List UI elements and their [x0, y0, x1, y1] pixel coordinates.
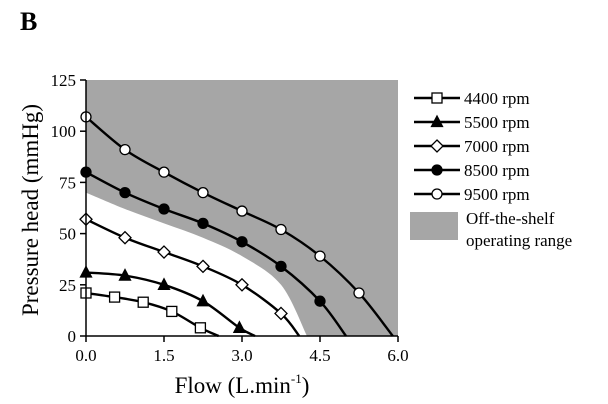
data-point — [235, 277, 249, 292]
legend-item-shaded: Off-the-shelf operating range — [410, 209, 572, 250]
data-point — [157, 277, 171, 290]
x-tick-label: 1.5 — [153, 346, 174, 365]
data-point — [236, 205, 248, 217]
data-point — [232, 320, 246, 333]
legend-marker — [431, 188, 443, 200]
data-point — [314, 250, 326, 262]
series-8500-rpm — [80, 166, 347, 337]
data-point — [197, 217, 209, 230]
legend: 4400 rpm 5500 rpm 7000 rpm 8500 rpm 9500 rpm… — [410, 89, 572, 250]
series-4400-rpm — [80, 287, 220, 338]
data-point — [137, 296, 149, 308]
x-tick-label: 4.5 — [309, 346, 330, 365]
x-axis-title: Flow (L.min-1) — [175, 371, 310, 398]
data-point — [196, 293, 210, 307]
data-point — [119, 186, 131, 199]
y-tick-label: 100 — [51, 122, 77, 141]
y-tick-label: 50 — [59, 225, 76, 244]
legend-label: operating range — [466, 231, 572, 250]
data-point — [353, 287, 365, 299]
data-point — [194, 322, 207, 334]
series-line — [85, 271, 256, 338]
series-5500-rpm — [79, 265, 256, 338]
y-tick-label: 125 — [51, 71, 77, 90]
legend-marker — [430, 114, 444, 128]
series-9500-rpm — [80, 111, 394, 337]
data-point — [108, 291, 121, 303]
data-point — [158, 203, 170, 215]
data-point — [118, 230, 132, 245]
y-ticks: 0 25 50 75 100 125 — [51, 71, 86, 346]
plot-area: 0.0 1.5 3.0 4.5 6.0 0 25 50 75 100 125 — [51, 71, 409, 365]
legend-label: 8500 rpm — [464, 161, 530, 180]
data-point — [196, 259, 210, 274]
data-point — [274, 306, 288, 321]
panel-label: B — [20, 7, 37, 36]
legend-label: 5500 rpm — [464, 113, 530, 132]
data-point — [236, 236, 248, 248]
y-tick-label: 0 — [68, 327, 77, 346]
data-point — [118, 268, 132, 281]
y-tick-label: 75 — [59, 173, 76, 192]
legend-item: 7000 rpm — [414, 137, 530, 156]
data-point — [275, 223, 287, 236]
data-point — [197, 186, 209, 199]
data-point — [166, 305, 178, 318]
x-tick-label: 6.0 — [387, 346, 408, 365]
legend-label: Off-the-shelf — [466, 209, 555, 228]
data-point — [157, 245, 171, 259]
legend-item: 9500 rpm — [414, 185, 530, 204]
data-point — [119, 143, 131, 156]
legend-item: 4400 rpm — [414, 89, 530, 108]
legend-marker — [431, 164, 443, 176]
y-tick-label: 25 — [59, 276, 76, 295]
data-point — [275, 260, 287, 273]
legend-marker — [430, 139, 444, 153]
legend-label: 4400 rpm — [464, 89, 530, 108]
legend-item: 8500 rpm — [414, 161, 530, 180]
data-point — [314, 295, 326, 307]
x-tick-label: 0.0 — [75, 346, 96, 365]
x-ticks: 0.0 1.5 3.0 4.5 6.0 — [75, 336, 409, 365]
legend-marker — [431, 92, 443, 104]
legend-label: 9500 rpm — [464, 185, 530, 204]
legend-item: 5500 rpm — [414, 113, 530, 132]
y-axis-title: Pressure head (mmHg) — [18, 104, 43, 316]
legend-label: 7000 rpm — [464, 137, 530, 156]
legend-swatch — [410, 212, 458, 240]
x-tick-label: 3.0 — [231, 346, 252, 365]
data-point — [158, 166, 170, 178]
